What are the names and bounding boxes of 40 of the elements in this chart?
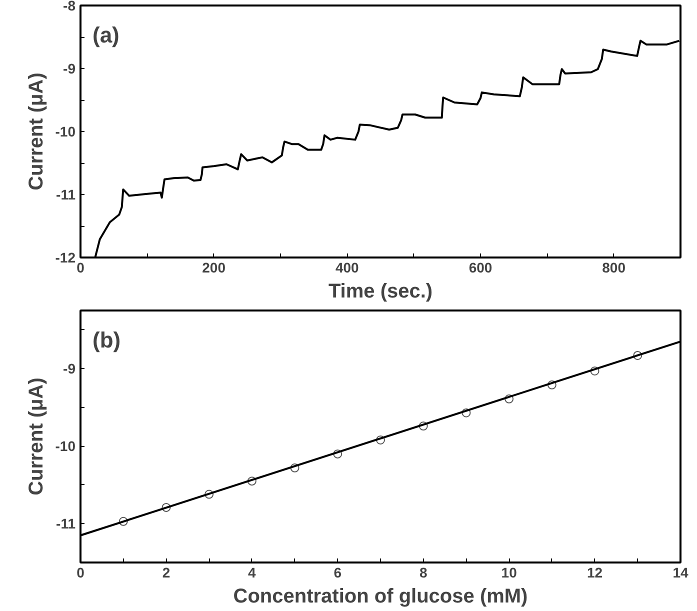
y-tick-label: -10	[55, 438, 76, 454]
x-axis-title: Concentration of glucose (mM)	[233, 586, 528, 608]
point	[247, 476, 256, 486]
x-tick-label: 14	[672, 564, 688, 580]
x-tick-label: 0	[76, 564, 85, 580]
x-tick-label: 400	[335, 260, 360, 276]
x-tick-label: 600	[468, 260, 492, 276]
point	[204, 490, 214, 499]
y-axis-title: Current (μA)	[25, 72, 48, 190]
point	[376, 435, 385, 444]
point	[462, 408, 471, 418]
annotation: (a)	[92, 22, 120, 48]
y-tick-label: -9	[63, 360, 76, 377]
annotation: (b)	[92, 328, 121, 352]
y-tick-label: -12	[55, 250, 76, 266]
x-axis-title: Time (sec.)	[328, 280, 433, 302]
y-tick-label: -9	[63, 60, 76, 76]
y-tick-label: -8	[63, 0, 76, 14]
point	[504, 394, 514, 404]
x-tick-label: 10	[501, 564, 518, 580]
point	[633, 350, 642, 360]
point	[590, 366, 600, 376]
point	[118, 516, 128, 526]
x-tick-label: 12	[587, 564, 603, 580]
x-tick-label: 2	[162, 564, 170, 580]
y-tick-label: -11	[56, 186, 76, 202]
point	[418, 422, 428, 431]
point	[162, 502, 171, 512]
point	[547, 380, 556, 390]
point	[290, 463, 300, 472]
y-tick-label: -10	[55, 124, 76, 140]
x-tick-label: 800	[602, 260, 626, 276]
x-tick-label: 4	[248, 564, 256, 580]
x-tick-label: 0	[76, 260, 85, 276]
x-tick-label: 200	[202, 260, 226, 276]
y-axis-title: Current (μA)	[25, 378, 48, 496]
x-tick-label: 6	[334, 564, 342, 580]
y-tick-label: -11	[56, 516, 76, 532]
x-tick-label: 8	[419, 564, 428, 580]
point	[333, 449, 342, 458]
